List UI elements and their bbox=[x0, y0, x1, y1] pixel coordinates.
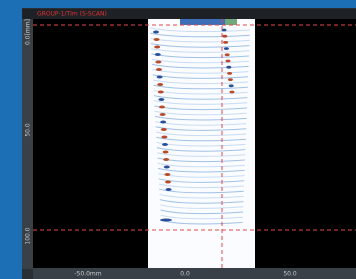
indication bbox=[165, 181, 171, 184]
surface-echo bbox=[225, 19, 237, 25]
indication bbox=[228, 78, 233, 81]
indication bbox=[224, 47, 229, 50]
view-title: GROUP-1/TIm (S-SCAN) bbox=[37, 11, 107, 18]
indication bbox=[158, 98, 164, 101]
indication bbox=[226, 60, 231, 63]
indication bbox=[162, 143, 168, 146]
indication bbox=[155, 53, 161, 56]
indication bbox=[223, 41, 228, 44]
indication bbox=[157, 83, 163, 86]
indication bbox=[163, 158, 169, 161]
page: GROUP-1/TIm (S-SCAN) 0.0[mm] 50.0 100.0 … bbox=[0, 0, 356, 279]
indication bbox=[160, 113, 166, 116]
indication bbox=[153, 31, 159, 34]
indication bbox=[226, 66, 231, 69]
indication bbox=[159, 106, 165, 109]
ruler-label: 50.0 bbox=[25, 123, 32, 137]
indication bbox=[164, 173, 170, 176]
indication bbox=[227, 72, 232, 75]
indication bbox=[154, 46, 160, 49]
indication bbox=[161, 136, 167, 139]
indication bbox=[230, 91, 235, 94]
ruler-label: 0.0[mm] bbox=[25, 19, 32, 45]
indication bbox=[160, 121, 166, 124]
indication bbox=[166, 188, 172, 191]
ruler-label: 50.0 bbox=[283, 271, 297, 278]
indication bbox=[158, 91, 164, 94]
surface-echo bbox=[180, 19, 225, 25]
indication bbox=[229, 84, 234, 87]
indication bbox=[225, 53, 230, 56]
indication bbox=[161, 128, 167, 131]
indication bbox=[155, 61, 161, 64]
ruler-label: -50.0mm bbox=[74, 271, 101, 278]
indication bbox=[156, 68, 162, 71]
indication bbox=[164, 166, 170, 169]
ruler-label: 0.0 bbox=[180, 271, 190, 278]
indication bbox=[160, 219, 172, 222]
indication bbox=[163, 151, 169, 154]
scan-window: GROUP-1/TIm (S-SCAN) 0.0[mm] 50.0 100.0 … bbox=[0, 0, 356, 279]
indication bbox=[154, 38, 160, 41]
indication bbox=[157, 76, 163, 79]
ruler-label: 100.0 bbox=[25, 227, 32, 244]
indication bbox=[222, 35, 227, 38]
